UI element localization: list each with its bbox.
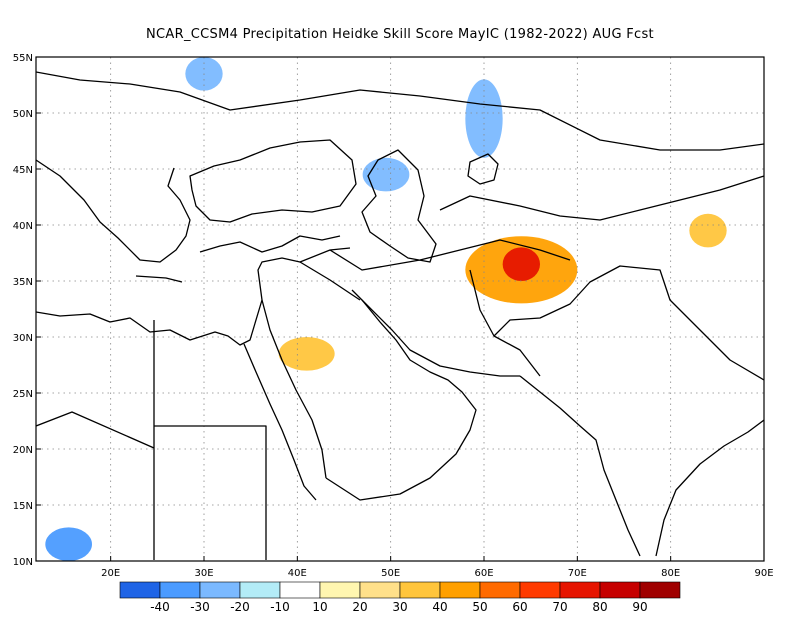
lon-tick-label: 20E (101, 568, 120, 579)
colorbar-label: 60 (512, 600, 527, 614)
colorbar-swatch (279, 581, 321, 599)
positive-skill-peak (502, 247, 540, 281)
coastlines-and-borders (36, 71, 764, 560)
lon-tick-label: 90E (754, 568, 773, 579)
lon-tick-label: 60E (474, 568, 493, 579)
colorbar-swatch (479, 581, 521, 599)
lat-tick-label: 20N (13, 445, 33, 456)
colorbar-swatch (119, 581, 161, 599)
lon-tick-label: 50E (381, 568, 400, 579)
plot-frame (35, 56, 765, 562)
lon-tick-label: 30E (194, 568, 213, 579)
colorbar-swatch (159, 581, 201, 599)
lat-tick-label: 50N (13, 109, 33, 120)
axis-ticks: 55N 50N 45N 40N 35N 30N 25N 20N 15N 10N 20E 30E 40E 5… (13, 53, 774, 579)
colorbar-swatch (559, 581, 601, 599)
colorbar-swatch (319, 581, 361, 599)
colorbar-swatch (439, 581, 481, 599)
colorbar-label: 90 (632, 600, 647, 614)
colorbar-label: 80 (592, 600, 607, 614)
colorbar-swatch (359, 581, 401, 599)
colorbar-label: 20 (352, 600, 367, 614)
colorbar-swatch (399, 581, 441, 599)
lat-lon-grid (36, 57, 764, 561)
colorbar-label: 40 (432, 600, 447, 614)
lon-tick-label: 80E (661, 568, 680, 579)
colorbar-swatch (199, 581, 241, 599)
colorbar-label: -30 (190, 600, 210, 614)
lon-tick-label: 40E (288, 568, 307, 579)
positive-skill (278, 337, 335, 371)
negative-skill (45, 527, 92, 561)
colorbar-label: 70 (552, 600, 567, 614)
map-title: NCAR_CCSM4 Precipitation Heidke Skill Sc… (146, 27, 654, 42)
lat-tick-label: 45N (13, 165, 33, 176)
lat-tick-label: 15N (13, 501, 33, 512)
lat-tick-label: 35N (13, 277, 33, 288)
colorbar-swatch (599, 581, 641, 599)
negative-skill (362, 157, 410, 192)
lon-tick-label: 70E (568, 568, 587, 579)
lat-tick-label: 25N (13, 389, 33, 400)
colorbar: -40 -30 -20 -10 10 20 30 40 50 60 70 80 90 (119, 581, 681, 614)
colorbar-swatch (639, 581, 681, 599)
lat-tick-label: 30N (13, 333, 33, 344)
colorbar-label: -10 (270, 600, 290, 614)
colorbar-label: 30 (392, 600, 407, 614)
colorbar-swatch (239, 581, 281, 599)
colorbar-label: 50 (472, 600, 487, 614)
colorbar-label: -40 (150, 600, 170, 614)
colorbar-swatch (519, 581, 561, 599)
lat-tick-label: 40N (13, 221, 33, 232)
colorbar-label: 10 (312, 600, 327, 614)
colorbar-label: -20 (230, 600, 250, 614)
lat-tick-label: 55N (13, 53, 33, 64)
skill-shading (45, 57, 727, 561)
lat-tick-label: 10N (13, 557, 33, 568)
positive-skill (689, 213, 727, 248)
